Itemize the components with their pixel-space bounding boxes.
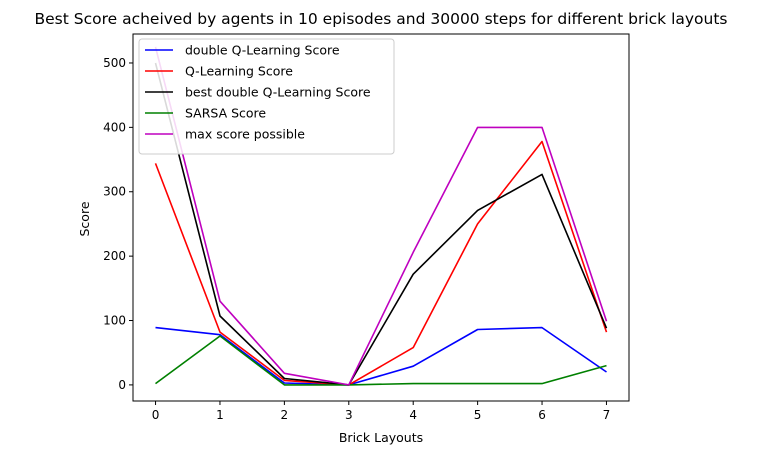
legend-box <box>138 38 395 155</box>
x-tick-label: 4 <box>409 408 417 422</box>
series-line-4 <box>155 335 607 386</box>
y-axis-label: Score <box>77 201 92 236</box>
y-tick-label: 400 <box>103 120 126 134</box>
x-tick-label: 1 <box>216 408 224 422</box>
y-tick-label: 0 <box>118 378 126 392</box>
legend-label: best double Q-Learning Score <box>185 85 371 100</box>
x-tick-label: 6 <box>538 408 546 422</box>
series-line-2 <box>154 140 608 386</box>
x-tick-label: 0 <box>152 408 160 422</box>
legend-label: SARSA Score <box>185 106 266 121</box>
x-tick-label: 7 <box>603 408 611 422</box>
chart-title: Best Score acheived by agents in 10 epis… <box>34 10 727 28</box>
series-lines <box>154 46 608 386</box>
x-axis-ticks: 0 1 2 3 4 5 6 7 <box>152 401 611 422</box>
y-tick-label: 100 <box>103 314 126 328</box>
legend-label: double Q-Learning Score <box>185 43 340 58</box>
legend: double Q-Learning Score Q-Learning Score b… <box>138 38 395 155</box>
series-line-1 <box>155 326 607 386</box>
x-tick-label: 5 <box>474 408 482 422</box>
series-line-3 <box>154 62 608 386</box>
legend-label: Q-Learning Score <box>185 64 293 79</box>
legend-label: max score possible <box>185 127 305 142</box>
y-tick-label: 300 <box>103 185 126 199</box>
x-tick-label: 3 <box>345 408 353 422</box>
series-line-5 <box>154 46 608 386</box>
x-tick-label: 2 <box>281 408 289 422</box>
y-tick-label: 500 <box>103 56 126 70</box>
x-axis-label: Brick Layouts <box>339 430 423 445</box>
y-tick-label: 200 <box>103 249 126 263</box>
y-axis-ticks: 0 100 200 300 400 500 <box>103 56 133 392</box>
